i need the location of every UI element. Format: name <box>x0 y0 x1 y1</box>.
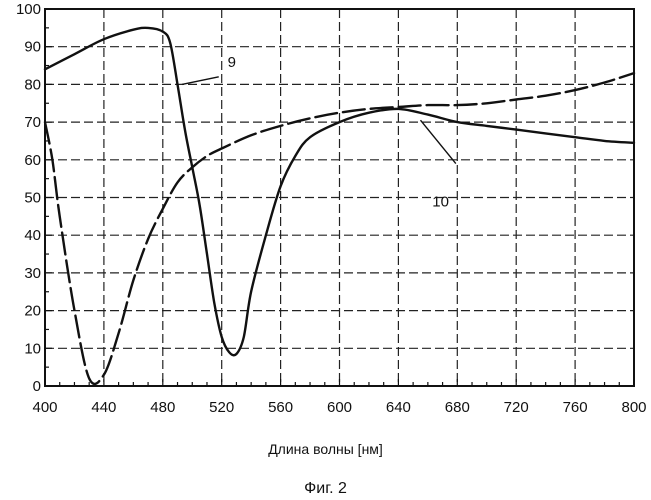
grid <box>45 9 634 386</box>
figure-caption: Фиг. 2 <box>0 480 651 498</box>
annotation-label-9: 9 <box>228 54 236 71</box>
x-tick-label: 400 <box>32 399 57 416</box>
annotation-label-10: 10 <box>432 193 449 210</box>
x-tick-label: 680 <box>445 399 470 416</box>
y-tick-label: 70 <box>24 114 41 131</box>
x-tick-label: 560 <box>268 399 293 416</box>
x-tick-label: 760 <box>563 399 588 416</box>
y-tick-label: 50 <box>24 190 41 207</box>
y-tick-label: 20 <box>24 303 41 320</box>
y-tick-label: 90 <box>24 39 41 56</box>
annotation-leader-9 <box>182 77 219 85</box>
y-tick-label: 100 <box>16 1 41 18</box>
x-axis-label: Длина волны [нм] <box>0 441 651 457</box>
x-tick-label: 600 <box>327 399 352 416</box>
x-tick-label: 720 <box>504 399 529 416</box>
tick-labels: 0 10 20 30 40 50 60 70 80 90 100 400 440 480 520 560 600… <box>16 1 647 416</box>
y-tick-label: 40 <box>24 227 41 244</box>
y-tick-label: 80 <box>24 76 41 93</box>
x-tick-label: 440 <box>91 399 116 416</box>
y-tick-label: 10 <box>24 340 41 357</box>
x-tick-label: 520 <box>209 399 234 416</box>
y-tick-label: 0 <box>33 378 41 395</box>
x-tick-label: 640 <box>386 399 411 416</box>
annotation-leader-10 <box>420 120 455 163</box>
y-tick-label: 30 <box>24 265 41 282</box>
x-tick-label: 800 <box>621 399 646 416</box>
y-tick-label: 60 <box>24 152 41 169</box>
x-tick-label: 480 <box>150 399 175 416</box>
